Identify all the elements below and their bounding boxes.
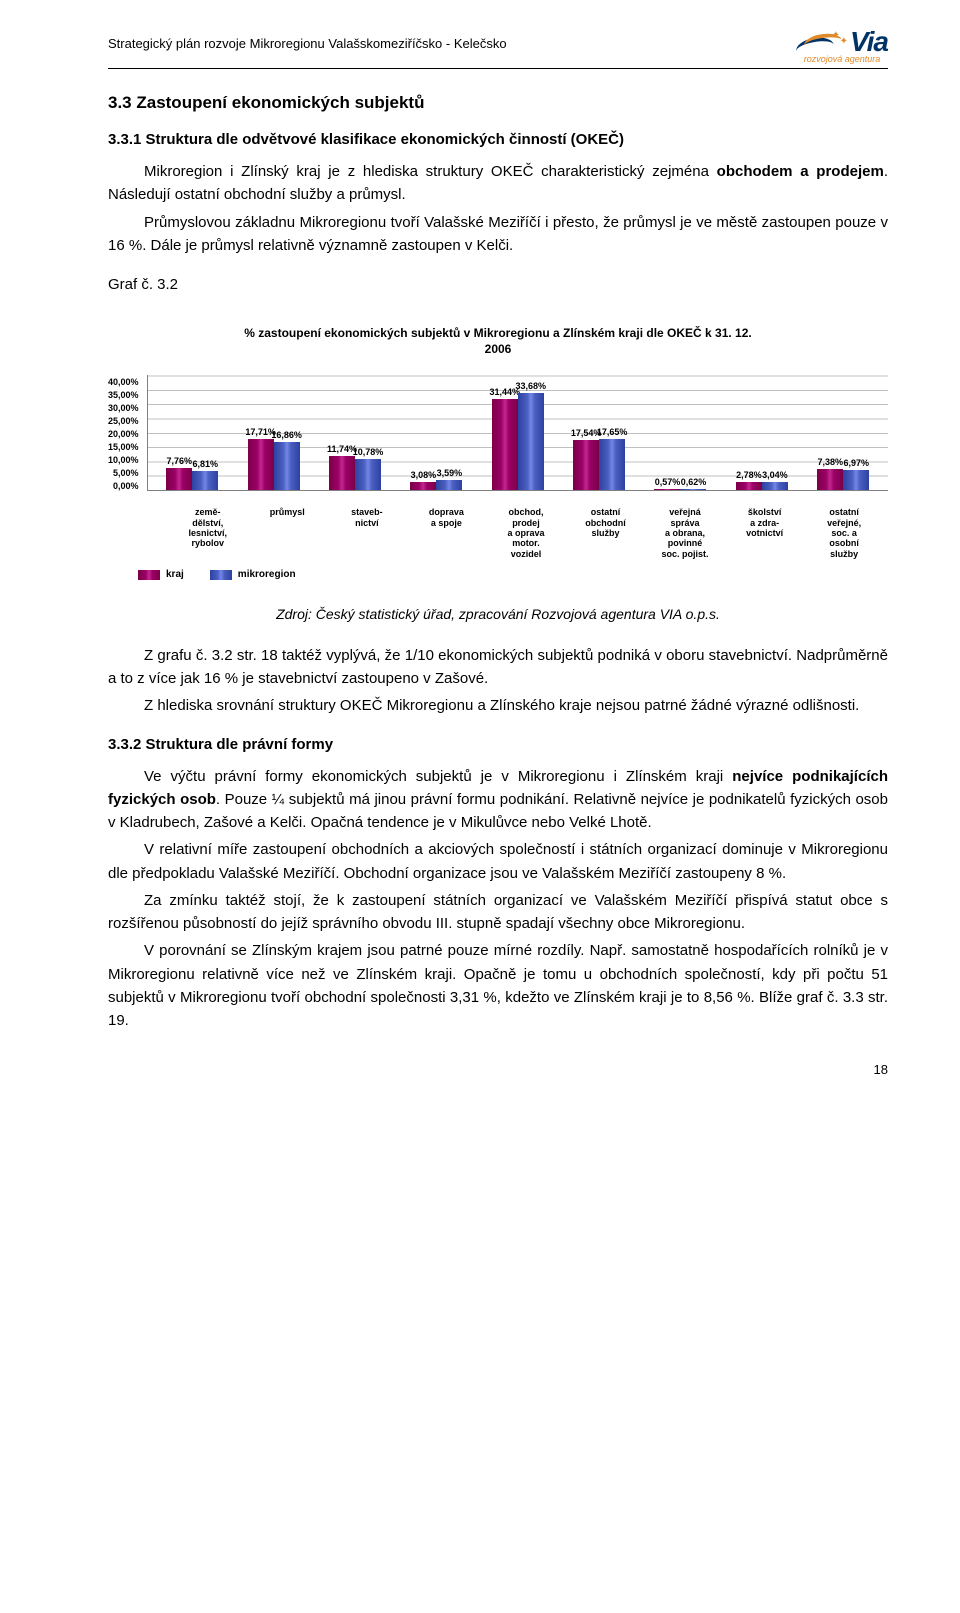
bar-value-label: 33,68% — [515, 381, 546, 391]
bar-group: 17,71%16,86% — [244, 439, 304, 490]
category-label: průmysl — [252, 507, 322, 559]
bar-value-label: 0,57% — [655, 477, 681, 487]
bar-value-label: 10,78% — [353, 447, 384, 457]
y-tick-label: 25,00% — [108, 416, 139, 426]
chart-legend: kraj mikroregion — [138, 569, 888, 580]
page-number: 18 — [108, 1062, 888, 1077]
text-run: Ve výčtu právní formy ekonomických subje… — [144, 768, 732, 785]
bar: 3,04% — [762, 482, 788, 491]
chart-title: % zastoupení ekonomických subjektů v Mik… — [108, 326, 888, 357]
text-run: Mikroregion i Zlínský kraj je z hlediska… — [144, 163, 717, 180]
legend-label: kraj — [166, 569, 184, 580]
bar-group: 17,54%17,65% — [569, 439, 629, 490]
bar: 17,65% — [599, 439, 625, 490]
y-tick-label: 40,00% — [108, 377, 139, 387]
para-3-3-1-a: Mikroregion i Zlínský kraj je z hlediska… — [108, 160, 888, 207]
bar-chart: 0,00% 5,00% 10,00% 15,00% 20,00% 25,00% 30,00%… — [108, 375, 888, 491]
para-3-3-2-d: V porovnání se Zlínským krajem jsou patr… — [108, 939, 888, 1032]
text-run: . Pouze ¼ subjektů má jinou právní formu… — [108, 791, 888, 831]
category-label: školstvía zdra-votnictví — [730, 507, 800, 559]
y-tick-label: 20,00% — [108, 429, 139, 439]
bar-group: 0,57%0,62% — [650, 489, 710, 491]
bar: 17,71% — [248, 439, 274, 490]
bar-group: 3,08%3,59% — [406, 480, 466, 490]
heading-3-3-2: 3.3.2 Struktura dle právní formy — [108, 736, 888, 753]
bar: 6,81% — [192, 471, 218, 491]
bar: 33,68% — [518, 393, 544, 491]
bar: 17,54% — [573, 440, 599, 491]
y-tick-label: 15,00% — [108, 442, 139, 452]
para-3-3-2-c: Za zmínku taktéž stojí, že k zastoupení … — [108, 889, 888, 936]
category-label: ostatníveřejné,soc. aosobníslužby — [809, 507, 879, 559]
bar: 7,76% — [166, 468, 192, 491]
bar: 0,57% — [654, 489, 680, 491]
bar-value-label: 17,65% — [597, 427, 628, 437]
bar-value-label: 6,97% — [843, 458, 869, 468]
category-label: obchod,prodeja opravamotor.vozidel — [491, 507, 561, 559]
para-3-3-2-a: Ve výčtu právní formy ekonomických subje… — [108, 765, 888, 835]
bar: 7,38% — [817, 469, 843, 490]
legend-item-kraj: kraj — [138, 569, 184, 580]
bar: 31,44% — [492, 399, 518, 490]
para-3-3-2-b: V relativní míře zastoupení obchodních a… — [108, 838, 888, 885]
chart-title-line1: % zastoupení ekonomických subjektů v Mik… — [244, 326, 752, 340]
bar: 0,62% — [680, 489, 706, 491]
bar: 10,78% — [355, 459, 381, 490]
heading-3-3-1: 3.3.1 Struktura dle odvětvové klasifikac… — [108, 131, 888, 148]
bar-value-label: 16,86% — [271, 430, 302, 440]
legend-label: mikroregion — [238, 569, 296, 580]
y-tick-label: 30,00% — [108, 403, 139, 413]
y-tick-label: 10,00% — [108, 455, 139, 465]
bar-group: 7,38%6,97% — [813, 469, 873, 490]
bar: 3,08% — [410, 482, 436, 491]
chart-y-axis: 0,00% 5,00% 10,00% 15,00% 20,00% 25,00% 30,00%… — [108, 375, 139, 491]
category-label: ostatníobchodníslužby — [571, 507, 641, 559]
bar-value-label: 0,62% — [681, 477, 707, 487]
bar-group: 31,44%33,68% — [488, 393, 548, 491]
page-header: Strategický plán rozvoje Mikroregionu Va… — [108, 36, 888, 69]
logo: ✦✦ Via rozvojová agentura — [796, 26, 888, 64]
para-3-3-1-b: Průmyslovou základnu Mikroregionu tvoří … — [108, 211, 888, 258]
chart-source: Zdroj: Český statistický úřad, zpracován… — [108, 604, 888, 626]
bar-group: 7,76%6,81% — [162, 468, 222, 491]
bar: 11,74% — [329, 456, 355, 490]
chart-x-axis: země-dělství,lesnictví,rybolovprůmyslsta… — [164, 503, 888, 559]
bar-group: 2,78%3,04% — [732, 482, 792, 491]
heading-3-3: 3.3 Zastoupení ekonomických subjektů — [108, 93, 888, 113]
logo-swoosh-icon: ✦✦ — [796, 32, 846, 58]
category-label: veřejnásprávaa obrana,povinnésoc. pojist… — [650, 507, 720, 559]
bar: 3,59% — [436, 480, 462, 490]
bar-value-label: 3,59% — [437, 468, 463, 478]
bar-group: 11,74%10,78% — [325, 456, 385, 490]
y-tick-label: 35,00% — [108, 390, 139, 400]
bar-value-label: 7,38% — [817, 457, 843, 467]
bar-value-label: 2,78% — [736, 470, 762, 480]
post-chart-p1: Z grafu č. 3.2 str. 18 taktéž vyplývá, ž… — [108, 644, 888, 691]
category-label: dopravaa spoje — [411, 507, 481, 559]
bar-value-label: 7,76% — [166, 456, 192, 466]
post-chart-p2: Z hlediska srovnání struktury OKEČ Mikro… — [108, 694, 888, 717]
legend-swatch — [210, 570, 232, 580]
bar-value-label: 3,04% — [762, 470, 788, 480]
text-bold: obchodem a prodejem — [717, 163, 884, 180]
bar: 2,78% — [736, 482, 762, 490]
bar-value-label: 6,81% — [192, 459, 218, 469]
graf-label: Graf č. 3.2 — [108, 273, 888, 296]
bar: 6,97% — [843, 470, 869, 490]
chart-plot-area: 7,76%6,81%17,71%16,86%11,74%10,78%3,08%3… — [147, 375, 888, 491]
y-tick-label: 5,00% — [108, 468, 139, 478]
category-label: staveb-nictví — [332, 507, 402, 559]
bar: 16,86% — [274, 442, 300, 491]
bar-value-label: 3,08% — [411, 470, 437, 480]
category-label: země-dělství,lesnictví,rybolov — [173, 507, 243, 559]
header-title: Strategický plán rozvoje Mikroregionu Va… — [108, 36, 507, 51]
legend-item-mikroregion: mikroregion — [210, 569, 296, 580]
chart-title-line2: 2006 — [485, 342, 512, 356]
y-tick-label: 0,00% — [108, 481, 139, 491]
legend-swatch — [138, 570, 160, 580]
